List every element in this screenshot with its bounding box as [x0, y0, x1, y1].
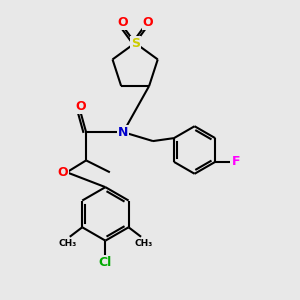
Text: CH₃: CH₃: [134, 239, 153, 248]
Text: O: O: [75, 100, 86, 113]
Text: Cl: Cl: [99, 256, 112, 269]
Text: CH₃: CH₃: [58, 239, 76, 248]
Text: N: N: [118, 126, 128, 139]
Text: S: S: [130, 37, 140, 50]
Text: O: O: [142, 16, 153, 29]
Text: F: F: [232, 155, 240, 168]
Text: O: O: [57, 166, 68, 179]
Text: O: O: [117, 16, 128, 29]
